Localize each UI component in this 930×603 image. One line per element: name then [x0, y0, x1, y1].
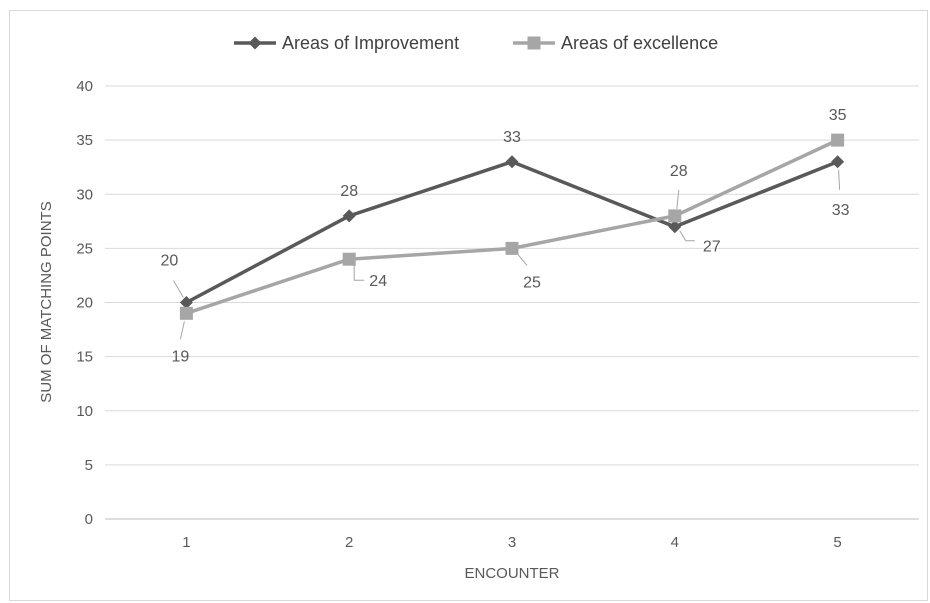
data-label: 28 [340, 183, 358, 200]
y-axis-title: SUM OF MATCHING POINTS [38, 201, 55, 402]
data-point-areas-of-improvement [342, 209, 356, 223]
y-tick-label: 25 [76, 240, 93, 257]
y-tick-label: 35 [76, 132, 93, 149]
data-label: 33 [832, 202, 850, 219]
data-label: 19 [172, 348, 190, 365]
legend-entry: Areas of excellence [561, 33, 718, 53]
series-lines [179, 133, 845, 320]
data-label: 25 [523, 274, 541, 291]
data-point-areas-of-excellence [668, 209, 682, 223]
legend-swatch-marker [248, 36, 262, 50]
data-point-areas-of-improvement [505, 155, 519, 169]
data-label: 28 [670, 163, 688, 180]
data-point-areas-of-improvement [831, 155, 845, 169]
x-tick-label: 2 [345, 534, 353, 551]
chart-frame [9, 10, 928, 601]
leader-line [353, 265, 365, 281]
legend-swatch-marker [527, 36, 541, 50]
legend: Areas of Improvement Areas of excellence [234, 33, 718, 53]
data-point-areas-of-excellence [831, 133, 845, 147]
x-axis-ticks: 1 2 3 4 5 [182, 534, 842, 551]
data-label: 27 [703, 239, 721, 256]
data-label: 24 [369, 273, 387, 290]
leader-line [679, 230, 695, 242]
y-tick-label: 40 [76, 78, 93, 95]
data-label: 20 [161, 253, 179, 270]
x-tick-label: 3 [508, 534, 516, 551]
x-tick-label: 4 [671, 534, 679, 551]
leader-line [676, 189, 680, 209]
data-point-areas-of-excellence [342, 252, 356, 266]
legend-entry: Areas of Improvement [282, 33, 459, 53]
data-point-areas-of-improvement [179, 296, 193, 309]
data-label: 33 [503, 129, 521, 146]
x-tick-label: 1 [182, 534, 190, 551]
leader-line [838, 169, 841, 190]
y-tick-label: 5 [85, 457, 93, 474]
data-point-areas-of-excellence [179, 306, 193, 320]
y-tick-label: 10 [76, 403, 93, 420]
y-axis-ticks: 0 5 10 15 20 25 30 35 40 [76, 78, 93, 528]
y-tick-label: 20 [76, 295, 93, 312]
leader-line [516, 253, 528, 266]
y-tick-label: 0 [85, 511, 93, 528]
y-tick-label: 15 [76, 349, 93, 366]
data-labels: 20 28 33 27 33 19 24 25 28 35 [161, 107, 850, 365]
x-tick-label: 5 [833, 534, 841, 551]
leader-line [179, 321, 185, 340]
x-axis-title: ENCOUNTER [464, 565, 559, 582]
y-tick-label: 30 [76, 186, 93, 203]
data-label: 35 [829, 107, 847, 124]
data-point-areas-of-excellence [505, 241, 519, 255]
data-point-areas-of-improvement [668, 220, 682, 234]
leader-line [172, 280, 184, 298]
